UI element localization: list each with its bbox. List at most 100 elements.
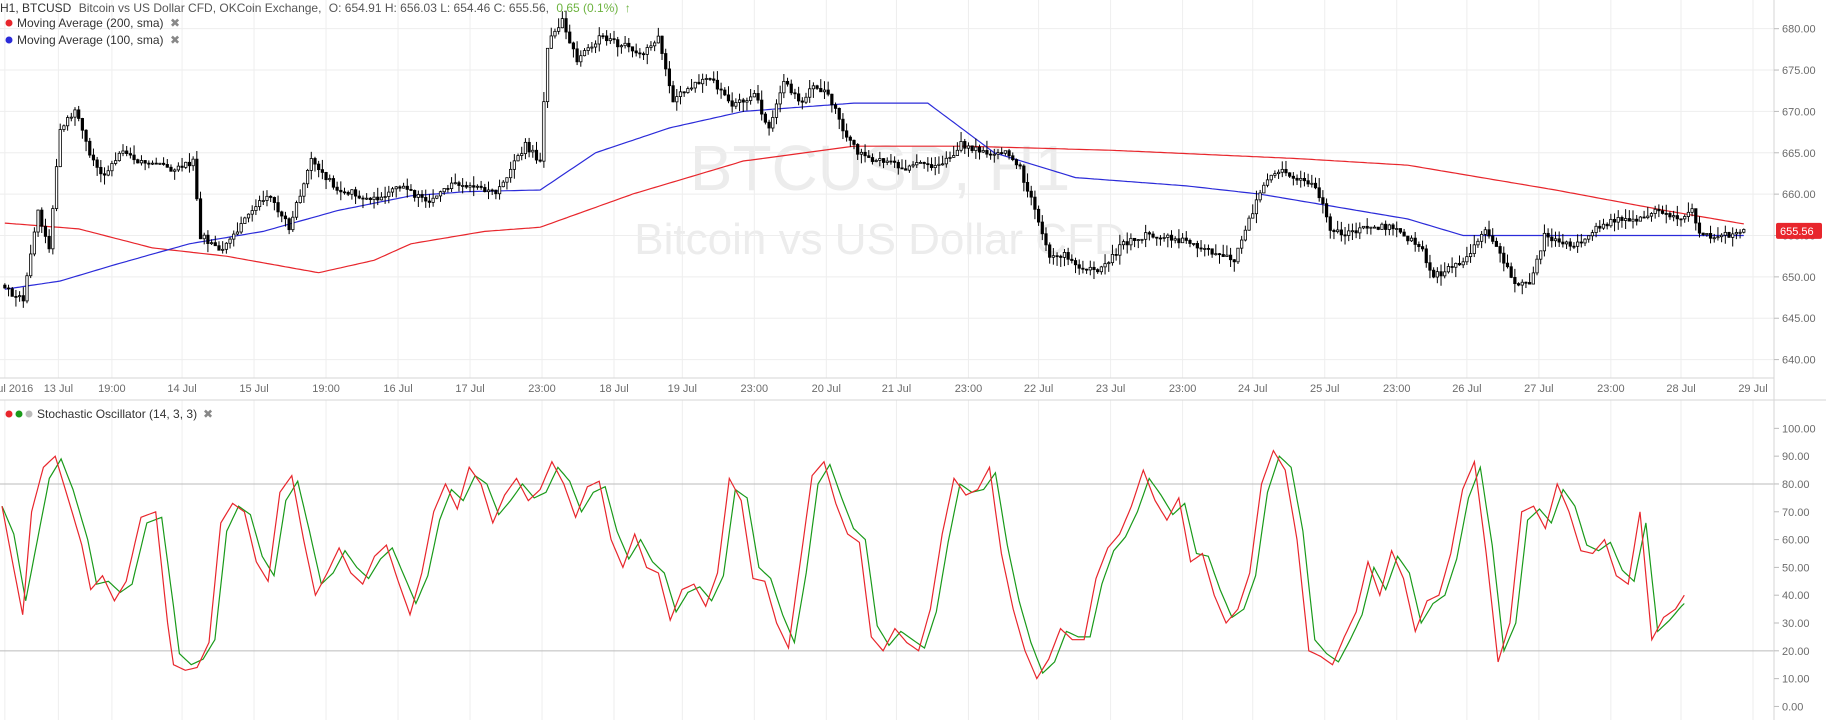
candle	[974, 138, 978, 159]
candle	[1450, 257, 1454, 274]
remove-ma200-icon[interactable]: ✖	[170, 16, 180, 30]
legend-ma200[interactable]: Moving Average (200, sma) ✖	[5, 16, 181, 30]
candle	[361, 195, 365, 209]
candle	[811, 82, 815, 98]
series-line--d	[1, 455, 1685, 675]
candle-body	[342, 191, 347, 194]
candle	[1635, 214, 1639, 226]
candle	[553, 28, 557, 39]
candle-body	[800, 100, 804, 103]
candle	[1727, 231, 1731, 238]
candle-body	[213, 242, 217, 247]
candle-body	[1708, 233, 1713, 239]
time-axis[interactable]: 12 Jul 2016 13 Jul 19:00 14 Jul 15 Jul 19:00 1…	[0, 383, 1768, 395]
candle-body	[1084, 268, 1089, 271]
candle	[1424, 244, 1428, 268]
candle-body	[867, 155, 871, 158]
candle-body	[58, 129, 62, 168]
candle-body	[1173, 238, 1177, 241]
candle-body	[1660, 210, 1665, 214]
candle	[302, 182, 306, 203]
candle-body	[1391, 224, 1395, 230]
candle-body	[1372, 226, 1377, 229]
candle	[1247, 215, 1251, 231]
candle-body	[1313, 182, 1318, 189]
candle-body	[431, 197, 435, 203]
candle-body	[1022, 165, 1026, 183]
candle	[630, 46, 635, 58]
candle	[915, 154, 919, 169]
remove-ma100-icon[interactable]: ✖	[170, 33, 180, 47]
candle	[645, 44, 649, 65]
candle-body	[1232, 259, 1236, 263]
candle-body	[1251, 213, 1255, 219]
candle	[95, 156, 99, 176]
candle-body	[1653, 208, 1657, 214]
candle	[771, 110, 775, 132]
grid	[0, 0, 1774, 720]
candle	[922, 161, 926, 169]
candle	[283, 211, 288, 227]
candle-body	[1051, 255, 1055, 258]
candle-body	[1339, 229, 1343, 236]
x-tick-label: 23:00	[741, 383, 769, 395]
legend-stochastic[interactable]: Stochastic Oscillator (14, 3, 3) ✖	[5, 407, 214, 421]
candle-body	[1025, 182, 1030, 192]
candle-body	[778, 92, 782, 105]
symbol-title[interactable]: H1, BTCUSD	[0, 1, 72, 15]
candle	[165, 159, 169, 168]
candle	[1306, 173, 1310, 188]
candle	[852, 139, 856, 150]
price-axis[interactable]: 680.00675.00670.00665.00660.00655.00650.…	[1774, 24, 1816, 367]
header-line: H1, BTCUSD Bitcoin vs US Dollar CFD, OKC…	[0, 1, 631, 15]
candle-body	[856, 144, 860, 155]
candle-body	[47, 235, 51, 250]
candle-body	[1158, 237, 1163, 240]
candle-body	[1210, 248, 1214, 255]
candle	[774, 99, 779, 125]
candle-body	[830, 93, 834, 106]
candle-body	[173, 169, 177, 172]
candle-body	[1446, 266, 1451, 273]
candle-body	[782, 80, 786, 94]
candle-body	[195, 158, 199, 200]
stochastic-axis[interactable]: 100.00 90.00 80.00 70.00 60.00 50.00 40.00 30.0…	[1774, 423, 1816, 713]
candle	[117, 151, 121, 162]
candle-body	[106, 170, 110, 176]
candle-body	[560, 18, 564, 29]
candle	[1221, 244, 1225, 257]
candle-body	[538, 159, 542, 162]
candle	[1516, 282, 1521, 287]
candle-body	[1107, 262, 1111, 265]
candle-body	[808, 88, 812, 98]
candle-body	[276, 202, 280, 213]
candle	[749, 89, 753, 105]
candle	[1435, 267, 1439, 284]
candle	[209, 239, 214, 246]
candle	[992, 148, 996, 163]
candle-body	[1472, 244, 1476, 254]
candle-body	[1483, 229, 1487, 235]
candle	[1310, 174, 1314, 188]
x-tick-label: 14 Jul	[167, 383, 196, 395]
candle	[1066, 247, 1070, 266]
candle	[335, 181, 339, 195]
candle	[937, 156, 941, 174]
candle-body	[420, 194, 424, 198]
candle	[1546, 228, 1550, 247]
candle-body	[568, 31, 572, 44]
candle	[856, 143, 860, 160]
watermark-symbol: BTCUSD, H1	[690, 132, 1071, 204]
candle-body	[1631, 218, 1635, 222]
candle	[1564, 240, 1569, 250]
candle-body	[771, 117, 775, 129]
x-tick-label: 23 Jul	[1096, 383, 1125, 395]
candle	[409, 184, 413, 192]
candle-body	[741, 99, 745, 103]
candle	[627, 37, 631, 53]
remove-stochastic-icon[interactable]: ✖	[203, 407, 213, 421]
legend-ma100[interactable]: Moving Average (100, sma) ✖	[5, 33, 181, 47]
candle	[593, 40, 598, 54]
candle	[1092, 261, 1096, 280]
